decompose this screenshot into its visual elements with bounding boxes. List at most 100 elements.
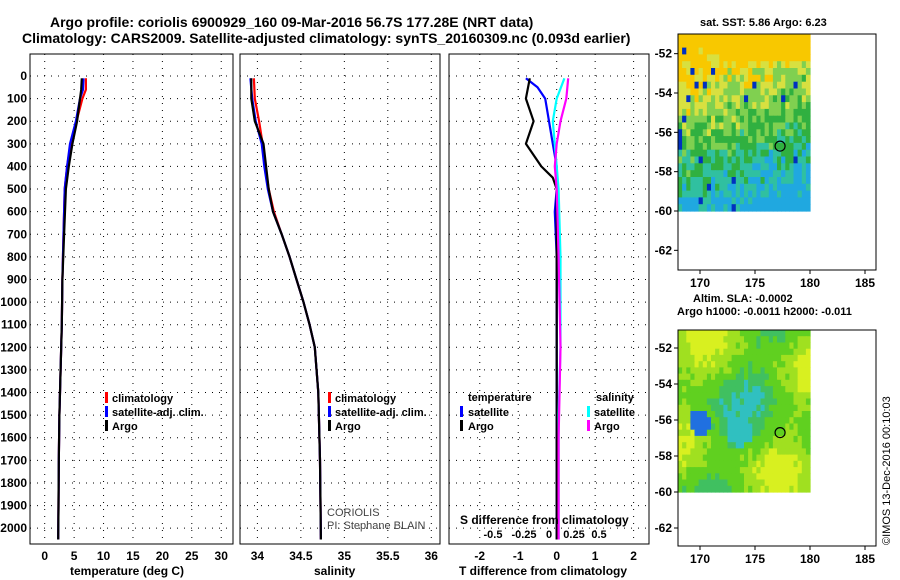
map-cell — [682, 460, 687, 468]
map-cell — [711, 40, 716, 49]
map-cell — [731, 149, 737, 158]
map-cell — [739, 163, 745, 171]
map-cell — [702, 122, 708, 130]
map-cell — [739, 61, 745, 69]
map-cell — [698, 361, 704, 368]
map-cell — [797, 136, 803, 144]
map-cell — [781, 61, 786, 69]
map-cell — [744, 40, 749, 49]
map-cell — [715, 342, 720, 350]
map-cell — [698, 404, 704, 412]
map-cell — [735, 102, 741, 110]
map-cell — [723, 54, 729, 62]
map-cell — [801, 88, 807, 96]
map-cell — [719, 473, 724, 481]
map-cell — [723, 197, 729, 205]
map-cell — [723, 342, 729, 350]
map-cell — [706, 68, 712, 76]
map-cell — [797, 40, 803, 49]
map-cell — [719, 47, 724, 55]
map-cell — [686, 74, 691, 83]
map-cell — [723, 177, 729, 185]
map-cell — [711, 354, 716, 362]
map-cell — [793, 122, 799, 130]
map-cell — [760, 429, 766, 437]
map-cell — [777, 156, 782, 164]
legend-marker-satellite — [328, 406, 331, 417]
map-cell — [793, 392, 799, 400]
map-cell — [756, 454, 762, 462]
map-cell — [719, 142, 724, 151]
legend-marker-t-argo — [460, 420, 463, 431]
map-cell — [752, 404, 757, 412]
map-cell — [682, 177, 687, 185]
map-cell — [781, 361, 786, 368]
x-tick-label: -2 — [474, 549, 485, 563]
map-cell — [805, 342, 811, 350]
salinity-panel — [239, 53, 441, 545]
map-cell — [702, 190, 708, 198]
map-cell — [731, 330, 737, 337]
map-cell — [719, 102, 724, 110]
map-cell — [777, 40, 782, 49]
map-cell — [690, 467, 696, 474]
map-cell — [739, 479, 745, 487]
map-cell — [723, 183, 729, 192]
map-cell — [772, 204, 778, 212]
map-cell — [711, 81, 716, 90]
map-cell — [731, 411, 737, 418]
map-cell — [760, 61, 766, 69]
map-cell — [711, 342, 716, 350]
map-cell — [706, 136, 712, 144]
map-cell — [744, 398, 749, 406]
map-cell — [805, 54, 811, 62]
map-cell — [756, 330, 762, 337]
map-cell — [772, 442, 778, 449]
map-cell — [739, 88, 745, 96]
map-cell — [723, 442, 729, 449]
map-cell — [735, 142, 741, 151]
map-cell — [715, 47, 720, 55]
map-cell — [744, 392, 749, 400]
map-cell — [764, 460, 770, 468]
map-cell — [706, 102, 712, 110]
map-cell — [686, 386, 691, 393]
map-cell — [686, 108, 691, 117]
map-cell — [801, 74, 807, 83]
map-cell — [731, 122, 737, 130]
map-cell — [744, 88, 749, 96]
map-cell — [739, 467, 745, 474]
lon-tick-label: 180 — [800, 552, 820, 566]
map-cell — [781, 479, 786, 487]
map-cell — [744, 54, 749, 62]
map-cell — [764, 108, 770, 117]
map-cell — [764, 149, 770, 158]
map-cell — [756, 136, 762, 144]
map-cell — [739, 190, 745, 198]
map-cell — [793, 354, 799, 362]
map-cell — [805, 183, 811, 192]
map-cell — [805, 74, 811, 83]
map-cell — [752, 197, 757, 205]
map-cell — [772, 423, 778, 431]
map-cell — [715, 190, 720, 198]
map-cell — [764, 473, 770, 481]
map-cell — [760, 34, 766, 42]
map-cell — [801, 190, 807, 198]
map-cell — [760, 392, 766, 400]
map-cell — [706, 373, 712, 381]
map-cell — [805, 379, 811, 387]
map-cell — [682, 417, 687, 424]
map-cell — [690, 95, 696, 103]
map-cell — [690, 129, 696, 137]
map-cell — [706, 354, 712, 362]
legend-satellite: satellite-adj. clim. — [335, 407, 427, 419]
map-cell — [698, 183, 704, 192]
map-cell — [760, 170, 766, 178]
map-cell — [694, 156, 700, 164]
map-cell — [686, 156, 691, 164]
map-cell — [706, 367, 712, 375]
map-cell — [764, 74, 770, 83]
map-cell — [777, 373, 782, 381]
map-cell — [723, 40, 729, 49]
